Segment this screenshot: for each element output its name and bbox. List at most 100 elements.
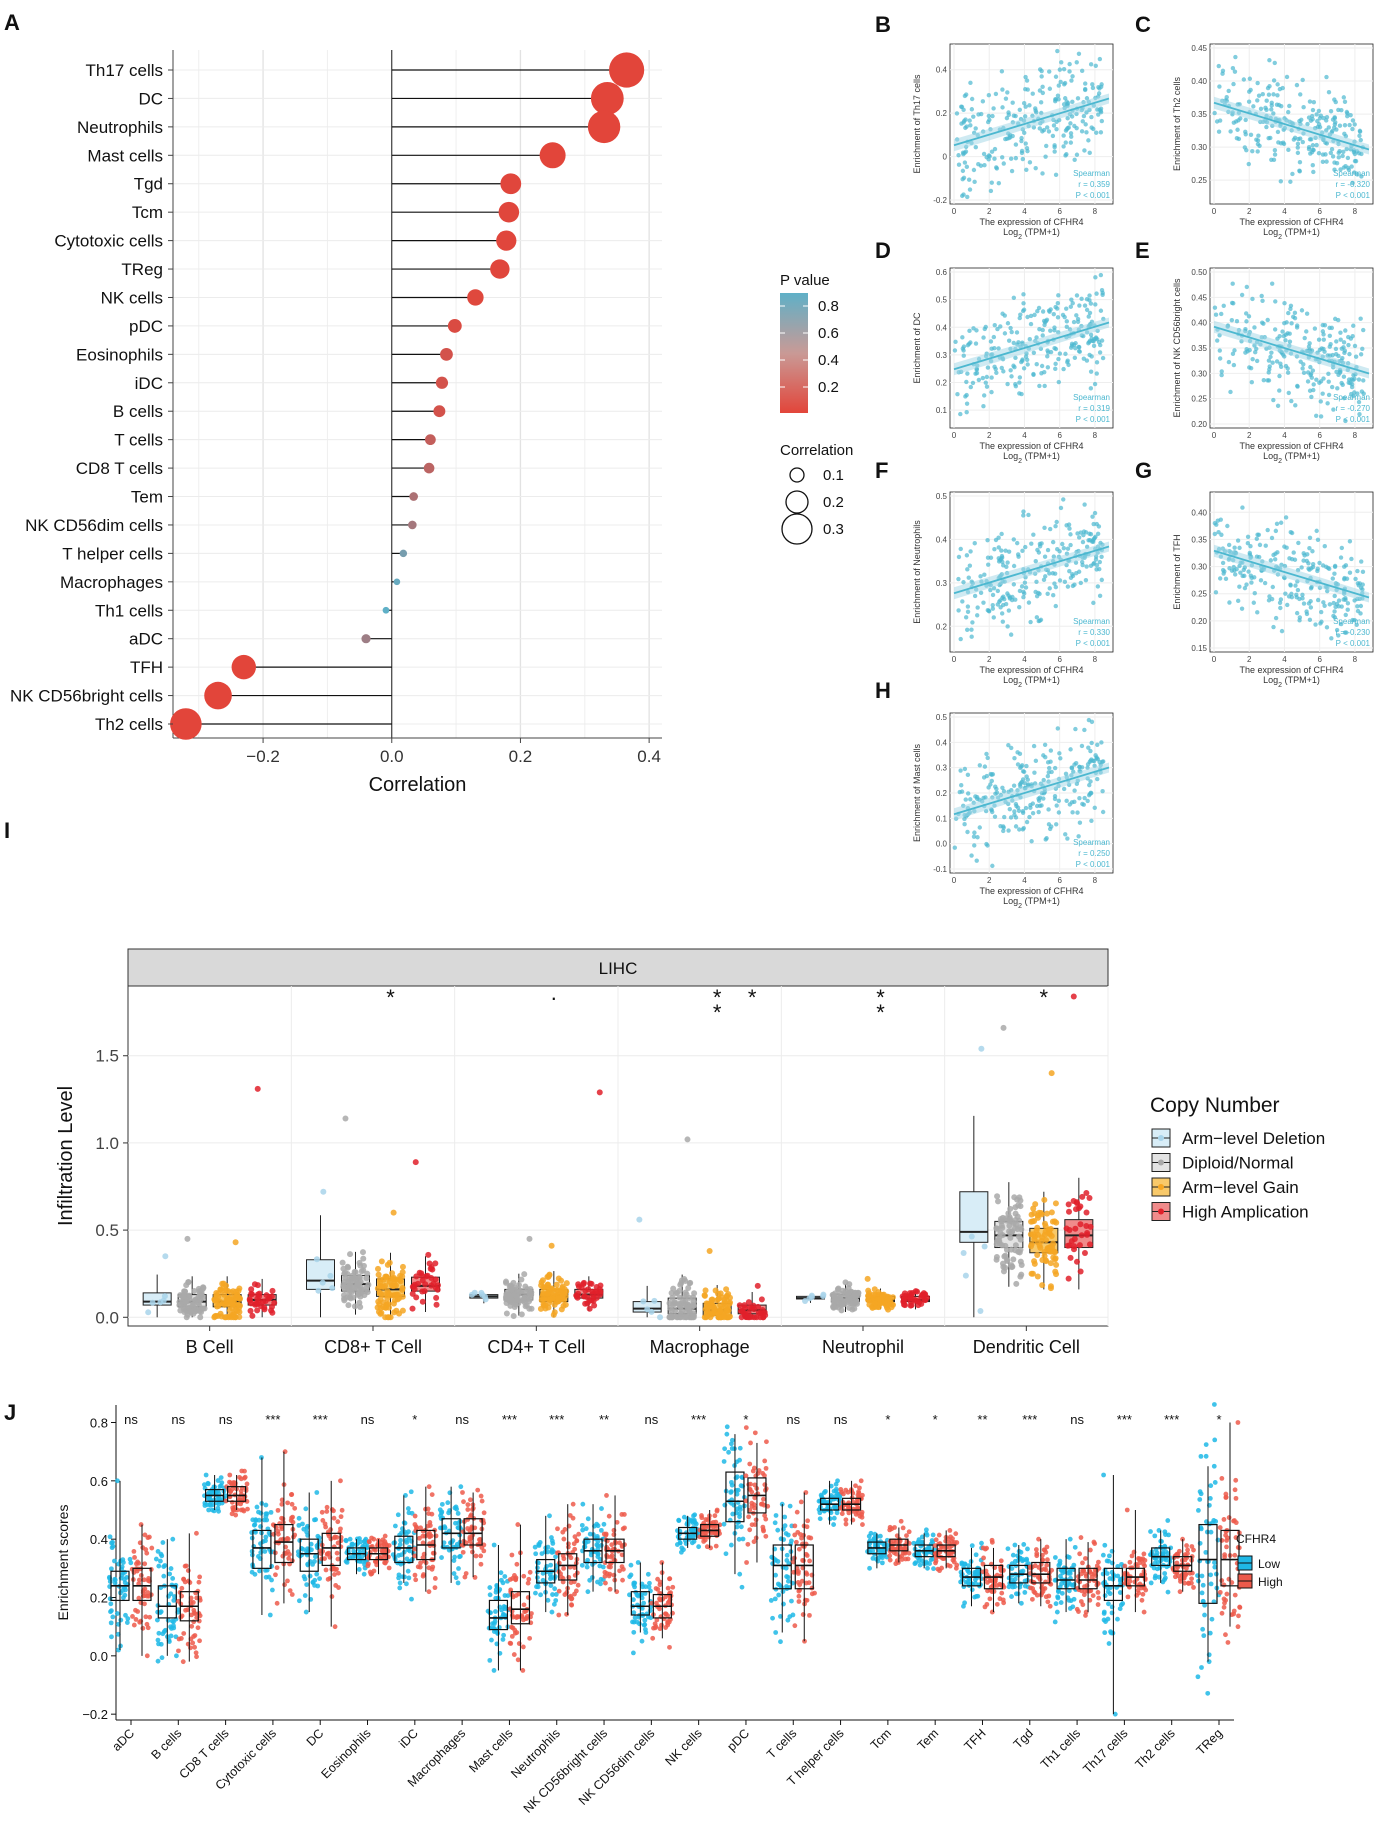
scatter-point: [1005, 560, 1010, 565]
jitter-point: [232, 1239, 239, 1246]
scatter-point: [1263, 105, 1268, 110]
box: [299, 1538, 319, 1572]
scatter-point: [1000, 155, 1005, 160]
x-tick-label: 8: [1353, 655, 1358, 664]
jitter-point: [513, 1576, 519, 1582]
jitter-point: [144, 1653, 150, 1659]
scatter-point: [1352, 343, 1358, 349]
jitter-point: [1048, 1209, 1055, 1216]
scatter-point: [960, 599, 965, 604]
jitter-point: [366, 1539, 372, 1545]
jitter-point: [197, 1597, 203, 1603]
jitter-point: [174, 1653, 179, 1659]
jitter-point: [538, 1592, 543, 1598]
scatter-point: [1076, 834, 1081, 839]
jitter-point: [1053, 1261, 1060, 1268]
jitter-point: [1070, 993, 1077, 1000]
scatter-point: [1300, 139, 1305, 145]
jitter-point: [1012, 1242, 1019, 1249]
jitter-point: [820, 1293, 827, 1300]
scatter-point: [1057, 351, 1063, 356]
jitter-point: [580, 1527, 586, 1533]
jitter-point: [502, 1574, 508, 1579]
scatter-point: [1056, 97, 1061, 102]
scatter-point: [1295, 323, 1300, 328]
jitter-point: [738, 1314, 745, 1321]
scatter-point: [1327, 333, 1333, 339]
scatter-point: [1069, 765, 1074, 770]
panel-label-a: A: [4, 10, 20, 35]
stat-p: P < 0.001: [1076, 415, 1111, 424]
scatter-point: [1316, 337, 1322, 342]
scatter-point: [1301, 370, 1307, 375]
jitter-point: [185, 1279, 192, 1286]
scatter-point: [1288, 529, 1293, 535]
scatter-point: [1018, 784, 1023, 789]
jitter-point: [575, 1582, 581, 1588]
jitter-point: [351, 1548, 357, 1554]
scatter-point: [1072, 355, 1078, 361]
scatter-point: [1052, 328, 1057, 333]
scatter-point: [1025, 777, 1030, 782]
scatter-point: [1097, 56, 1103, 62]
scatter-point: [1333, 604, 1338, 610]
scatter-point: [1031, 532, 1036, 537]
scatter-point: [1089, 354, 1094, 359]
jitter-point: [351, 1268, 358, 1275]
scatter-point: [1024, 819, 1030, 825]
scatter-point: [1074, 293, 1080, 298]
scatter-point: [1073, 346, 1078, 351]
scatter-point: [988, 188, 994, 194]
jitter-point: [507, 1577, 513, 1582]
y-tick-label: 0.3: [936, 579, 948, 588]
scatter-point: [1234, 136, 1240, 141]
y-tick-label: 0.6: [936, 268, 948, 277]
scatter-point: [1045, 547, 1051, 553]
scatter-point: [1307, 137, 1313, 142]
jitter-point: [641, 1600, 647, 1606]
jitter-point: [865, 1292, 872, 1299]
scatter-point: [983, 380, 988, 385]
scatter-point: [972, 843, 977, 848]
scatter-point: [1285, 602, 1290, 608]
jitter-point: [802, 1297, 809, 1304]
jitter-point: [462, 1574, 468, 1580]
scatter-point: [1316, 108, 1322, 114]
jitter-point: [754, 1282, 761, 1289]
jitter-point: [837, 1290, 844, 1297]
jitter-point: [489, 1637, 494, 1643]
jitter-point: [1071, 1243, 1078, 1250]
jitter-point: [808, 1292, 815, 1299]
jitter-point: [149, 1299, 156, 1306]
scatter-point: [1314, 142, 1319, 148]
scatter-point: [1270, 360, 1275, 365]
scatter-point: [1253, 350, 1258, 355]
scatter-point: [1294, 610, 1300, 616]
jitter-point: [515, 1522, 521, 1527]
x-axis-subtitle: Log2 (TPM+1): [1263, 227, 1320, 241]
scatter-point: [1238, 570, 1243, 575]
y-axis-title: Enrichment scores: [55, 1505, 71, 1621]
jitter-point: [446, 1528, 452, 1534]
jitter-point: [254, 1085, 261, 1092]
scatter-point: [1003, 136, 1008, 142]
scatter-point: [1001, 789, 1007, 794]
scatter-point: [1249, 580, 1254, 585]
scatter-point: [1329, 325, 1335, 331]
scatter-point: [1042, 383, 1047, 389]
jitter-point: [168, 1591, 174, 1597]
scatter-point: [1332, 593, 1337, 599]
jitter-point: [303, 1506, 309, 1512]
jitter-point: [479, 1291, 486, 1298]
scatter-point: [1048, 748, 1054, 753]
y-tick-label: 0.4: [936, 66, 948, 75]
scatter-point: [1021, 366, 1027, 371]
jitter-point: [501, 1632, 507, 1638]
jitter-point: [414, 1525, 419, 1531]
jitter-point: [579, 1562, 585, 1568]
jitter-point: [520, 1644, 526, 1650]
jitter-point: [830, 1303, 837, 1310]
scatter-point: [1258, 106, 1264, 112]
y-axis-title: Infiltration Level: [55, 1086, 77, 1226]
jitter-point: [526, 1235, 533, 1242]
